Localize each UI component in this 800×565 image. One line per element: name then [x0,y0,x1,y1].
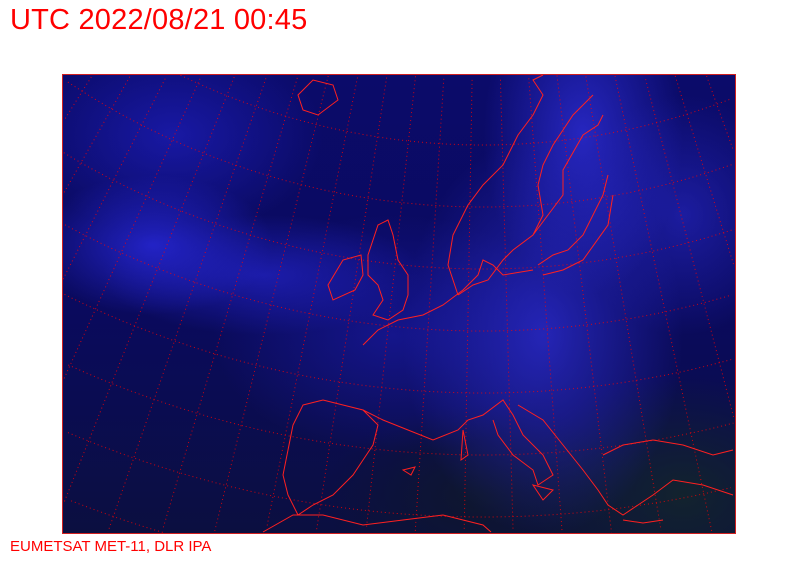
longitude-line [585,76,662,531]
coast-iceland [297,79,339,116]
image-credit: EUMETSAT MET-11, DLR IPA [10,538,212,555]
coast-continent [362,259,534,346]
coast-britain [367,219,409,321]
coast-baltic [537,174,614,276]
longitude-line [556,75,612,533]
longitude-line [528,78,563,533]
longitude-line [315,77,388,533]
longitude-line [266,77,358,529]
longitude-line [63,76,131,195]
latitude-line [67,432,732,518]
latitude-line [67,81,735,208]
coast-scandinavia [447,75,604,296]
longitude-line [63,78,166,280]
coast-ireland [327,254,364,301]
coast-france-italy [362,399,554,486]
longitude-line [414,78,445,533]
satellite-map [62,74,736,534]
longitude-line [645,79,735,419]
coastlines [262,75,734,533]
longitude-line [706,75,735,152]
longitude-line [674,75,735,268]
longitude-line [365,76,416,529]
longitude-line [63,76,235,505]
latitude-line [70,500,164,533]
latitude-line [180,75,731,146]
coast-islands [401,429,554,501]
map-overlay [63,75,735,533]
longitude-line [107,78,267,532]
longitude-line [64,76,92,120]
longitude-line [463,79,473,530]
latitude-line [64,224,732,332]
longitude-line [614,75,713,532]
graticule [63,75,735,533]
coast-africa [262,514,492,533]
latitude-line [64,293,734,394]
longitude-line [162,77,298,529]
coast-balkans [517,404,734,516]
longitude-line [214,75,329,533]
coast-iberia [282,399,379,516]
longitude-line [500,79,514,530]
latitude-line [63,152,735,270]
timestamp-title: UTC 2022/08/21 00:45 [10,4,308,36]
latitude-line [68,364,734,456]
coast-turkey [602,439,734,524]
